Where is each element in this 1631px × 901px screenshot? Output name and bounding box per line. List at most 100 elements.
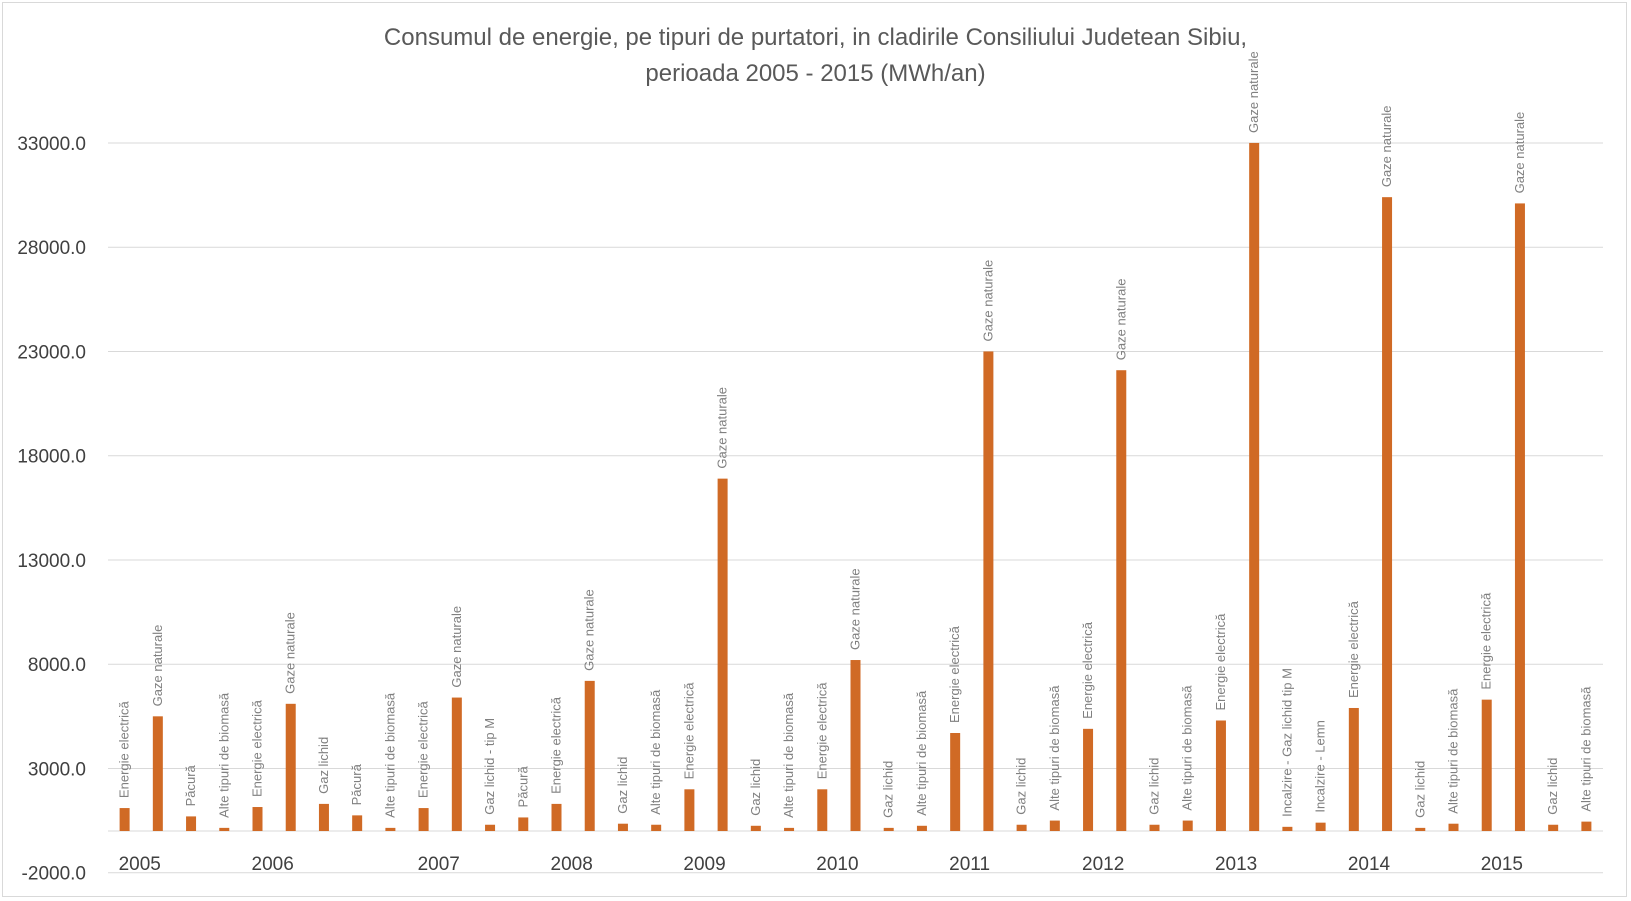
bar-label-27: Gaz lichid [1014,758,1029,815]
bar-label-38: Gaze naturale [1379,105,1394,187]
bar-label-31: Gaz lichid [1147,758,1162,815]
bar-21 [817,789,828,831]
bar-label-34: Gaze naturale [1246,51,1261,133]
bar-26 [983,351,994,831]
bar-label-24: Alte tipuri de biomasă [914,690,929,816]
bar-15 [617,823,628,831]
bar-27 [1016,824,1027,831]
bar-32 [1182,820,1193,831]
y-tick-label-6: 28000.0 [17,238,86,259]
bar-label-12: Păcură [515,765,530,807]
bar-label-33: Energie electrică [1213,613,1228,711]
bar-19 [750,825,761,831]
bar-40 [1448,823,1459,831]
bar-16 [651,824,662,831]
bar-28 [1049,820,1060,831]
bar-7 [352,815,363,831]
bar-6 [318,803,329,831]
bar-label-43: Gaz lichid [1545,758,1560,815]
bar-3 [219,827,230,831]
bar-0 [119,808,130,831]
bar-label-26: Gaze naturale [980,260,995,342]
bar-label-35: Incalzire - Gaz lichid tip M [1279,668,1294,817]
bar-label-15: Gaz lichid [615,757,630,814]
bar-44 [1581,821,1592,831]
bar-23 [883,827,894,831]
y-tick-label-7: 33000.0 [17,134,86,155]
bar-label-8: Alte tipuri de biomasă [382,692,397,818]
bar-17 [684,789,695,831]
bar-label-0: Energie electrică [117,700,132,798]
bar-label-28: Alte tipuri de biomasă [1047,685,1062,811]
bar-label-18: Gaze naturale [715,387,730,469]
bar-label-39: Gaz lichid [1412,761,1427,818]
bar-29 [1083,728,1094,831]
bar-label-6: Gaz lichid [316,737,331,794]
bar-37 [1348,707,1359,831]
bar-5 [285,703,296,831]
bar-41 [1481,699,1492,831]
y-tick-label-1: 3000.0 [28,759,86,780]
year-label-2006: 2006 [252,854,294,875]
bar-label-13: Energie electrică [549,696,564,794]
bar-label-36: Incalzire - Lemn [1313,720,1328,812]
bar-label-17: Energie electrică [681,682,696,780]
year-label-2010: 2010 [816,854,858,875]
bar-36 [1315,822,1326,831]
bar-35 [1282,826,1293,831]
bar-2 [186,816,197,831]
chart-title-line-1: Consumul de energie, pe tipuri de purtat… [383,24,1248,51]
bar-label-29: Energie electrică [1080,621,1095,719]
bar-label-1: Gaze naturale [150,625,165,707]
bar-label-22: Gaze naturale [848,568,863,650]
bar-label-5: Gaze naturale [283,612,298,694]
bar-label-42: Gaze naturale [1512,112,1527,194]
bar-39 [1415,827,1426,831]
year-label-2008: 2008 [551,854,593,875]
bar-label-10: Gaze naturale [449,606,464,688]
y-tick-label-2: 8000.0 [28,655,86,676]
year-label-2005: 2005 [119,854,161,875]
bar-label-7: Păcură [349,763,364,805]
bar-11 [485,824,496,831]
year-label-2013: 2013 [1215,854,1257,875]
y-tick-label-5: 23000.0 [17,342,86,363]
bar-label-9: Energie electrică [416,700,431,798]
y-tick-label-3: 13000.0 [17,551,86,572]
bar-9 [418,808,429,831]
bar-label-16: Alte tipuri de biomasă [648,689,663,815]
y-tick-label-0: -2000.0 [22,864,86,885]
bar-31 [1149,824,1160,831]
bar-34 [1249,142,1260,831]
bar-label-2: Păcură [183,764,198,806]
bar-label-20: Alte tipuri de biomasă [781,692,796,818]
bar-25 [950,733,961,831]
bar-1 [152,716,163,831]
bar-10 [451,697,462,831]
bar-label-37: Energie electrică [1346,600,1361,698]
bar-30 [1116,370,1127,831]
bar-label-3: Alte tipuri de biomasă [216,692,231,818]
year-label-2007: 2007 [418,854,460,875]
bar-label-23: Gaz lichid [881,761,896,818]
bar-label-14: Gaze naturale [582,589,597,671]
bar-13 [551,803,562,831]
bar-label-21: Energie electrică [814,682,829,780]
year-label-2009: 2009 [683,854,725,875]
bar-42 [1514,203,1525,832]
bar-24 [916,825,927,831]
bar-label-25: Energie electrică [947,625,962,723]
bar-label-19: Gaz lichid [748,759,763,816]
bar-22 [850,660,861,831]
y-tick-label-4: 18000.0 [17,447,86,468]
bar-label-32: Alte tipuri de biomasă [1180,685,1195,811]
bar-38 [1382,197,1393,831]
bar-20 [784,827,795,831]
year-label-2014: 2014 [1348,854,1391,875]
chart-title-line-2: perioada 2005 - 2015 (MWh/an) [645,60,986,87]
bar-label-40: Alte tipuri de biomasă [1446,688,1461,814]
bar-label-41: Energie electrică [1479,592,1494,690]
bar-label-30: Gaze naturale [1113,279,1128,361]
year-label-2015: 2015 [1481,854,1523,875]
